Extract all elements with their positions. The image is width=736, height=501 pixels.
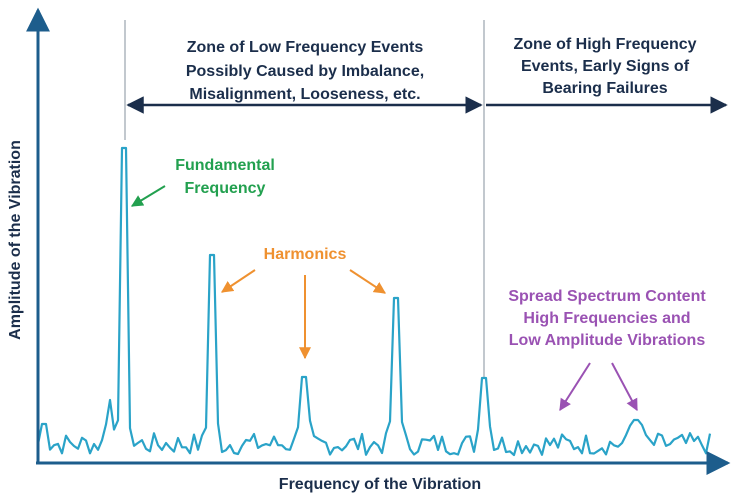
annotation: Frequency [185, 180, 266, 197]
y-axis-label: Amplitude of the Vibration [7, 140, 24, 340]
zone-label: Possibly Caused by Imbalance, [186, 63, 424, 80]
zone-label: Events, Early Signs of [521, 58, 690, 75]
annotation: Harmonics [264, 246, 347, 263]
annotation-arrow [559, 362, 591, 412]
zone-label: Misalignment, Looseness, etc. [189, 86, 420, 103]
annotation: Low Amplitude Vibrations [509, 332, 706, 349]
zone-label: Bearing Failures [542, 80, 667, 97]
x-axis-label: Frequency of the Vibration [279, 476, 481, 493]
spectrum-line [36, 146, 712, 457]
annotation-arrow [349, 269, 387, 294]
annotation-arrow [611, 362, 638, 412]
annotation: High Frequencies and [523, 310, 690, 327]
zone-label: Zone of Low Frequency Events [187, 39, 424, 56]
zone-label: Zone of High Frequency [513, 36, 696, 53]
annotation: Fundamental [175, 157, 275, 174]
annotation-arrow [130, 185, 166, 207]
annotation-arrow [221, 269, 256, 293]
annotation: Spread Spectrum Content [508, 288, 706, 305]
